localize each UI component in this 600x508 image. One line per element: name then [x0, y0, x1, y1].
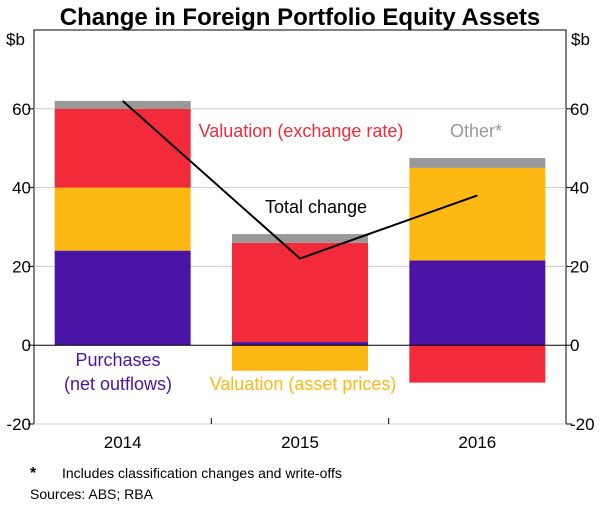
y-tick-label-left-4: 60: [12, 100, 31, 119]
y-tick-label-right-2: 20: [570, 257, 589, 276]
y-tick-label-left-3: 40: [12, 179, 31, 198]
y-tick-label-left-0: -20: [6, 415, 31, 434]
y-tick-label-right-3: 40: [570, 179, 589, 198]
bar-2015-other: [232, 234, 368, 243]
bar-2015-valuation-asset-prices: [232, 345, 368, 371]
total-change-line-group: [122, 100, 478, 260]
bar-2014-valuation-asset-prices: [54, 187, 191, 251]
annotation-purchases-line2: (net outflows): [64, 374, 172, 394]
x-tick-label-2014: 2014: [104, 433, 142, 452]
chart-title: Change in Foreign Portfolio Equity Asset…: [60, 4, 540, 31]
bar-2016-other: [409, 158, 546, 168]
bar-2016-purchases-net-outflows: [409, 260, 546, 346]
sources: Sources: ABS; RBA: [30, 486, 154, 502]
y-tick-label-right-1: 0: [570, 336, 579, 355]
y-tick-label-right-0: -20: [570, 415, 595, 434]
bar-2014-other: [54, 100, 191, 109]
y-unit-left: $b: [6, 30, 25, 49]
annotation-asset-prices: Valuation (asset prices): [210, 374, 397, 394]
annotation-exchange-rate: Valuation (exchange rate): [199, 121, 404, 141]
bar-2014-valuation-exchange-rate: [54, 108, 191, 188]
bar-2016-valuation-exchange-rate: [409, 345, 546, 383]
axis-ticks: -20 -20 0 0 20 20 40 40 60 60 2014 2015 2016: [6, 100, 594, 452]
y-unit-right: $b: [571, 30, 590, 49]
bar-2014-purchases-net-outflows: [54, 250, 191, 346]
x-tick-label-2015: 2015: [281, 433, 319, 452]
annotation-other: Other*: [450, 121, 502, 141]
y-tick-label-left-1: 0: [22, 336, 31, 355]
footnote-marker: *: [30, 465, 37, 482]
x-tick-label-2016: 2016: [458, 433, 496, 452]
y-tick-label-right-4: 60: [570, 100, 589, 119]
annotation-purchases-line1: Purchases: [75, 350, 160, 370]
annotation-total-change: Total change: [265, 197, 367, 217]
y-tick-label-left-2: 20: [12, 257, 31, 276]
bars: [54, 100, 546, 383]
bar-2015-purchases-net-outflows: [232, 342, 368, 346]
bar-2016-valuation-asset-prices: [409, 167, 546, 261]
footnote: Includes classification changes and writ…: [62, 465, 342, 481]
total-change-line: [122, 100, 478, 260]
